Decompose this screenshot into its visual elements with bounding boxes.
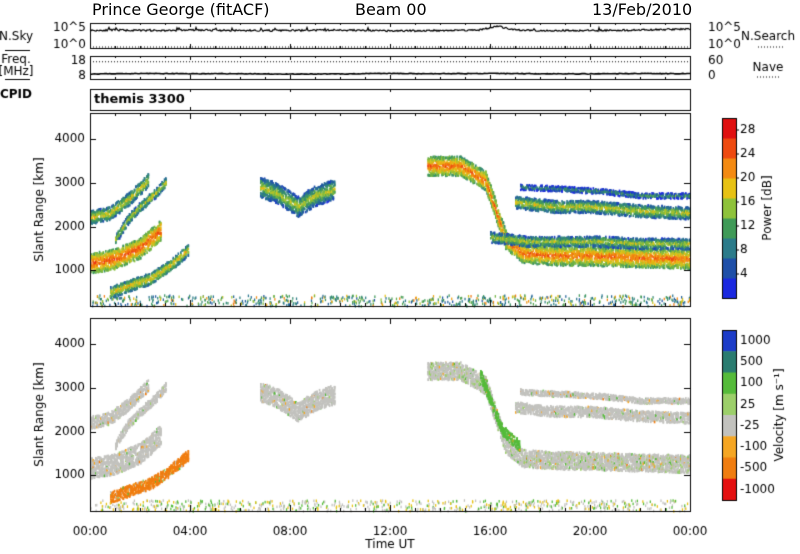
plot-title: Prince George (fitACF) bbox=[92, 0, 270, 19]
date-label: 13/Feb/2010 bbox=[592, 0, 693, 19]
beam-label: Beam 00 bbox=[355, 0, 427, 19]
